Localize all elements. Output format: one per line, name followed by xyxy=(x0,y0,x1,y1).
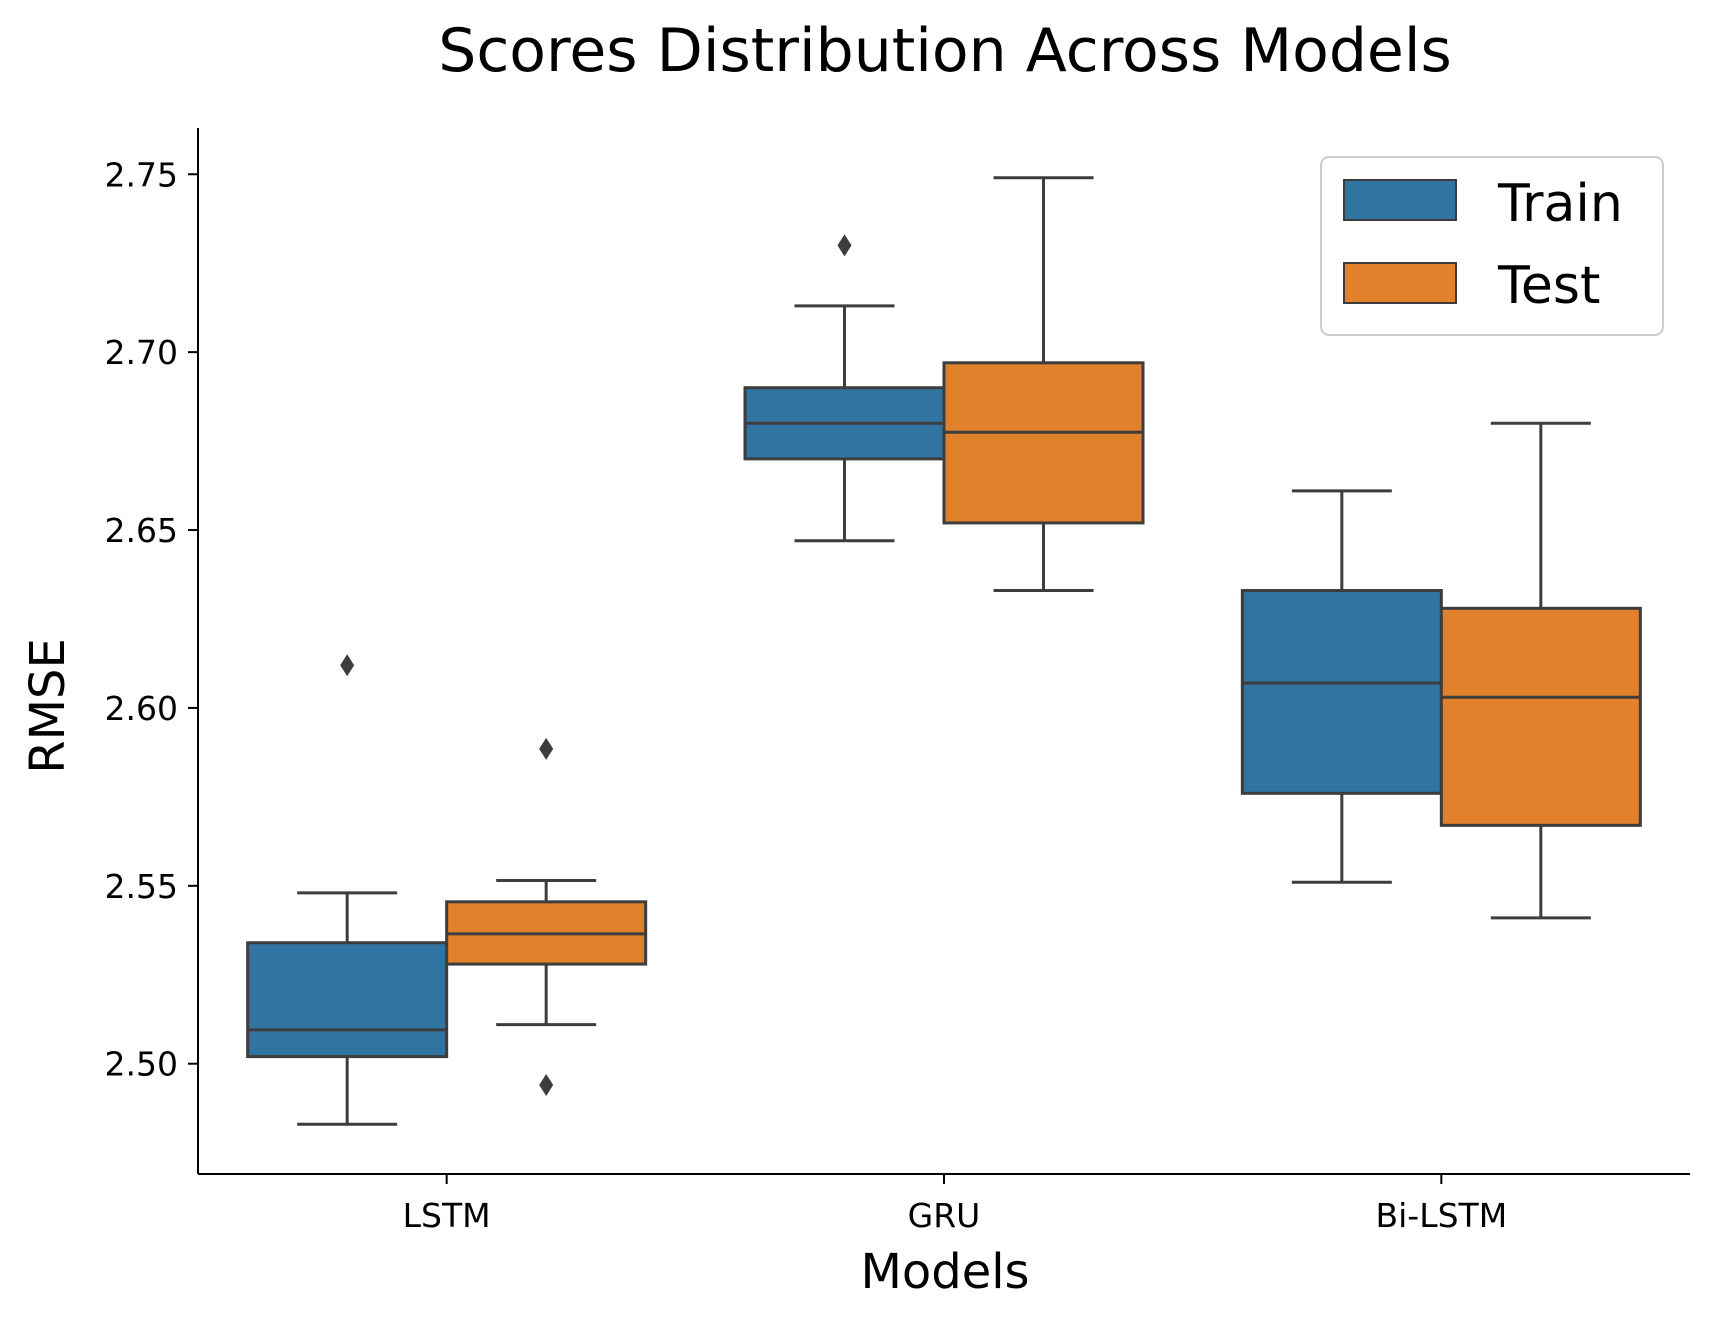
y-tick-label: 2.65 xyxy=(105,511,178,550)
y-axis-label: RMSE xyxy=(20,638,76,774)
legend-label-train: Train xyxy=(1497,174,1623,234)
y-tick-label: 2.50 xyxy=(105,1045,178,1084)
box-test-lstm xyxy=(445,737,648,1097)
outlier-point xyxy=(539,737,554,760)
box-test-gru xyxy=(942,176,1145,593)
y-tick-label: 2.75 xyxy=(105,155,178,194)
box-train-gru xyxy=(743,234,946,543)
legend-swatch-train xyxy=(1343,179,1457,221)
outlier-point xyxy=(340,654,355,677)
axes-layer: 2.50 2.55 2.60 2.65 2.70 2.75 LSTM GRU Bi-LSTM xyxy=(105,128,1690,1235)
box-iqr xyxy=(1240,589,1443,795)
x-tick-label-bi-lstm: Bi-LSTM xyxy=(1375,1196,1507,1235)
box-test-bi-lstm xyxy=(1439,421,1642,920)
box-iqr xyxy=(246,941,449,1059)
y-tick-label: 2.70 xyxy=(105,333,178,372)
box-train-lstm xyxy=(246,654,449,1126)
x-axis-label: Models xyxy=(860,1244,1029,1300)
legend: Train Test xyxy=(1320,156,1664,336)
boxes-layer xyxy=(246,176,1642,1126)
outlier-point xyxy=(539,1074,554,1097)
outlier-point xyxy=(837,234,852,257)
legend-label-test: Test xyxy=(1497,256,1600,316)
y-tick-label: 2.60 xyxy=(105,689,178,728)
legend-swatch-test xyxy=(1343,262,1457,304)
y-tick-label: 2.55 xyxy=(105,867,178,906)
box-train-bi-lstm xyxy=(1240,489,1443,884)
box-iqr xyxy=(942,361,1145,525)
box-iqr xyxy=(1439,606,1642,827)
chart-title: Scores Distribution Across Models xyxy=(438,16,1452,86)
x-tick-label-gru: GRU xyxy=(908,1196,981,1235)
x-tick-label-lstm: LSTM xyxy=(403,1196,491,1235)
